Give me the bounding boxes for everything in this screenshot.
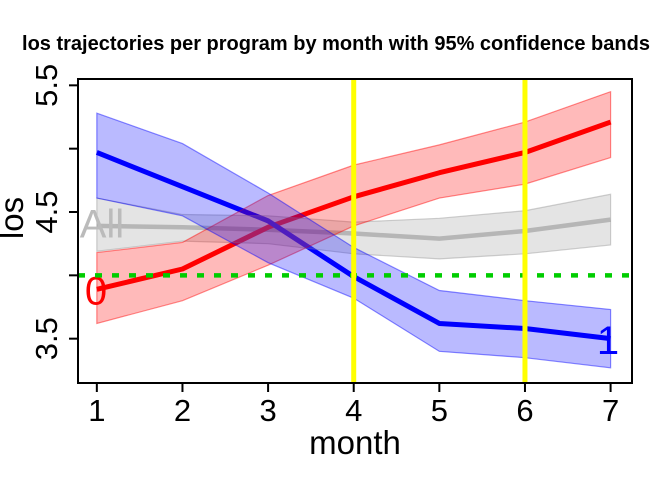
- x-tick-label-5: 5: [431, 393, 448, 428]
- x-tick-label-6: 6: [516, 393, 533, 428]
- curve-label-1: 1: [597, 319, 619, 363]
- y-tick-label-5.5: 5.5: [29, 64, 64, 107]
- chart-title: los trajectories per program by month wi…: [22, 33, 650, 55]
- x-tick-label-3: 3: [259, 393, 276, 428]
- curve-label-0: 0: [85, 270, 107, 314]
- x-axis-label: month: [309, 424, 401, 461]
- y-tick-label-4.5: 4.5: [29, 190, 64, 233]
- y-tick-label-3.5: 3.5: [29, 317, 64, 360]
- x-tick-label-7: 7: [602, 393, 619, 428]
- x-tick-label-4: 4: [345, 393, 362, 428]
- curve-label-All: All: [80, 202, 124, 246]
- confidence-band-1: [96, 112, 612, 369]
- plot-frame: [77, 78, 633, 384]
- x-tick-label-1: 1: [88, 393, 105, 428]
- x-tick-label-2: 2: [174, 393, 191, 428]
